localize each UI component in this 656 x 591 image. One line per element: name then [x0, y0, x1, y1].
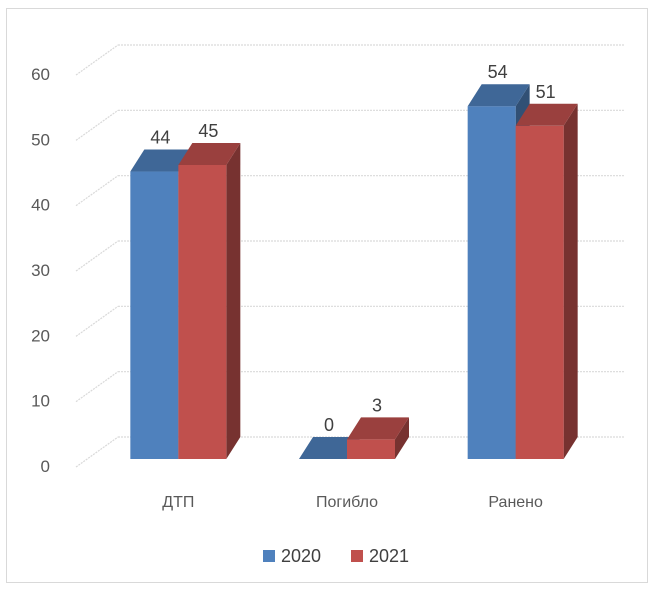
- bar-front: [515, 125, 564, 460]
- legend-label: 2021: [369, 546, 409, 566]
- bar-top: [467, 84, 530, 107]
- legend-swatch: [263, 550, 275, 562]
- bar-side: [563, 103, 578, 460]
- y-axis-ticks: 0 10 20 30 40 50 60: [31, 65, 50, 476]
- gridline-depth: [75, 371, 119, 403]
- legend-item-2021: 2021: [351, 546, 409, 566]
- data-labels: 44 45 0 3 54 51: [150, 62, 555, 435]
- bar-2021-2: [347, 417, 409, 459]
- bar-front: [178, 165, 227, 459]
- gridline-depth: [75, 44, 119, 76]
- bars: [130, 84, 578, 460]
- x-axis-ticks: ДТП Погибло Ранено: [162, 494, 543, 511]
- y-tick-label: 20: [31, 326, 50, 345]
- x-tick-label: ДТП: [162, 494, 194, 511]
- gridline-depth: [75, 436, 119, 468]
- bar-front: [467, 106, 516, 459]
- data-label: 44: [150, 128, 170, 148]
- gridline-depth: [75, 175, 119, 207]
- bar-front: [130, 171, 179, 460]
- bar-front: [347, 439, 395, 459]
- y-tick-label: 40: [31, 196, 50, 215]
- bar-2021-3: [515, 103, 578, 460]
- legend: 2020 2021: [263, 546, 409, 566]
- data-label: 51: [536, 82, 556, 102]
- y-tick-label: 60: [31, 65, 50, 84]
- bar-2020-2: [299, 437, 361, 459]
- x-tick-label: Погибло: [316, 494, 378, 511]
- y-tick-label: 30: [31, 261, 50, 280]
- y-tick-label: 50: [31, 130, 50, 149]
- x-tick-label: Ранено: [488, 494, 543, 511]
- bar-top: [347, 417, 409, 440]
- y-tick-label: 10: [31, 392, 50, 411]
- bar-top: [299, 437, 361, 459]
- data-label: 3: [372, 395, 382, 415]
- legend-item-2020: 2020: [263, 546, 321, 566]
- bar-top: [178, 143, 241, 165]
- bar-2021-1: [178, 143, 241, 459]
- legend-label: 2020: [281, 546, 321, 566]
- data-label: 54: [488, 62, 508, 82]
- data-label: 0: [324, 415, 334, 435]
- legend-swatch: [351, 550, 363, 562]
- data-label: 45: [198, 121, 218, 141]
- bar-top: [130, 149, 193, 172]
- gridline-depth: [75, 240, 119, 272]
- y-tick-label: 0: [41, 457, 50, 476]
- bar-2020-3: [467, 84, 530, 459]
- bar-side: [395, 417, 409, 459]
- bar-top: [515, 103, 578, 126]
- bar-side: [226, 143, 241, 459]
- gridline-depth: [75, 109, 119, 141]
- gridline-depth: [75, 305, 119, 337]
